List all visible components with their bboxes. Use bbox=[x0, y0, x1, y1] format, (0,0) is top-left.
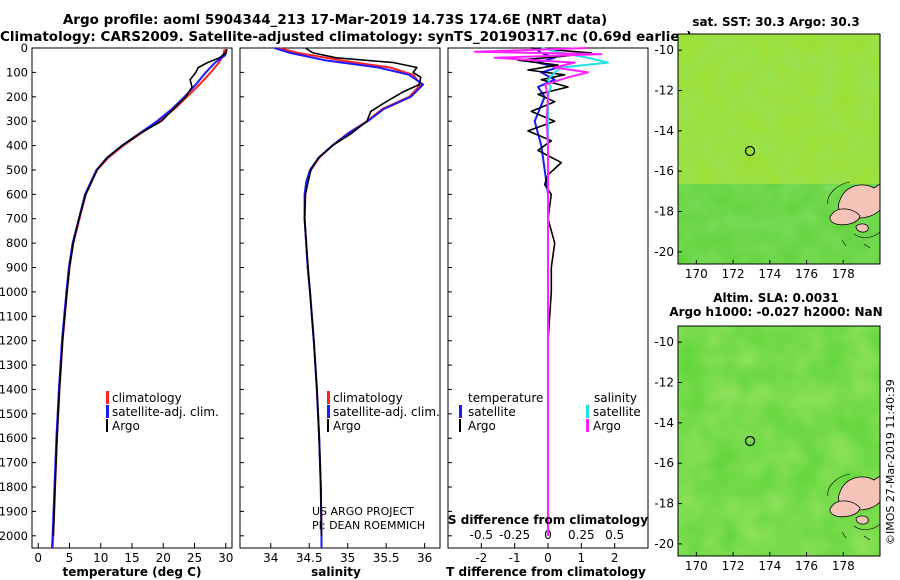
y-tick-label: 300 bbox=[6, 114, 28, 128]
legend-label-climatology: climatology bbox=[112, 391, 182, 405]
y-tick-label: 1400 bbox=[0, 382, 28, 396]
legend-label-satellite: satellite-adj. clim. bbox=[112, 405, 219, 419]
legend-label-climatology: climatology bbox=[333, 391, 403, 405]
sst-texture bbox=[678, 34, 880, 264]
y-tick-label: 1200 bbox=[0, 334, 28, 348]
temperature-plot-frame bbox=[31, 47, 233, 549]
series-line-satellite-adj-clim- bbox=[51, 48, 228, 549]
x-tick-label: 30 bbox=[218, 551, 233, 565]
x-tick-label: 34.5 bbox=[296, 551, 323, 565]
legend-swatch-s-argo bbox=[586, 419, 589, 432]
legend-title-salinity: salinity bbox=[594, 391, 637, 405]
s-tick-label: 0.5 bbox=[605, 528, 624, 542]
y-tick-label: 0 bbox=[21, 41, 28, 55]
y-tick-label: 1500 bbox=[0, 407, 28, 421]
x-tick-label: 15 bbox=[124, 551, 139, 565]
x-tick-label: 0 bbox=[544, 551, 552, 565]
series-line-climatology bbox=[278, 47, 422, 548]
legend-swatch-argo bbox=[327, 419, 329, 432]
x-tick-label: 35 bbox=[340, 551, 355, 565]
y-tick-label: 600 bbox=[6, 187, 28, 201]
y-tick-label: 1700 bbox=[0, 456, 28, 470]
x-tick-label: 10 bbox=[93, 551, 108, 565]
legend-swatch-climatology bbox=[327, 391, 330, 404]
salinity-x-label: salinity bbox=[311, 565, 361, 579]
x-tick-label: 2 bbox=[611, 551, 619, 565]
legend-swatch-t-satellite bbox=[459, 405, 462, 418]
project-annotation-line1: US ARGO PROJECT bbox=[312, 505, 414, 518]
series-line-satellite-adj-clim- bbox=[274, 47, 425, 548]
legend-swatch-argo bbox=[106, 419, 108, 432]
series-line-argo bbox=[52, 49, 228, 536]
y-tick-label: 700 bbox=[6, 212, 28, 226]
difference-legend: temperature salinity satellite Argo sate… bbox=[459, 391, 641, 433]
x-tick-label: -2 bbox=[475, 551, 487, 565]
sla-map-title-line2: Argo h1000: -0.027 h2000: NaN bbox=[669, 305, 882, 319]
series-line-climatology bbox=[51, 49, 226, 549]
y-tick-label: 1000 bbox=[0, 285, 28, 299]
legend-swatch-t-argo bbox=[459, 419, 461, 432]
island-taveuni bbox=[855, 223, 869, 233]
sst-map bbox=[678, 34, 880, 264]
salinity-plot-frame bbox=[239, 47, 441, 549]
project-annotation-line2: PI: DEAN ROEMMICH bbox=[312, 519, 425, 532]
sla-map-title-line1: Altim. SLA: 0.0031 bbox=[713, 291, 839, 305]
figure-title-line1: Argo profile: aoml 5904344_213 17-Mar-20… bbox=[62, 12, 608, 28]
x-tick-label: 0 bbox=[34, 551, 42, 565]
temperature-legend: climatology satellite-adj. clim. Argo bbox=[106, 391, 219, 433]
x-tick-label: 20 bbox=[156, 551, 171, 565]
y-tick-label: 2000 bbox=[0, 529, 28, 543]
legend-label-s-satellite: satellite bbox=[593, 405, 641, 419]
s-tick-label: -0.5 bbox=[470, 528, 493, 542]
x-tick-label: -1 bbox=[509, 551, 521, 565]
legend-label-t-argo: Argo bbox=[468, 419, 496, 433]
x-tick-label: 5 bbox=[66, 551, 74, 565]
salinity-legend: climatology satellite-adj. clim. Argo bbox=[327, 391, 440, 433]
imos-credit: ©IMOS 27-Mar-2019 11:40:39 bbox=[884, 379, 897, 545]
y-tick-label: 500 bbox=[6, 163, 28, 177]
island-taveuni bbox=[855, 515, 869, 525]
legend-label-satellite: satellite-adj. clim. bbox=[333, 405, 440, 419]
legend-title-temperature: temperature bbox=[468, 391, 543, 405]
sla-map bbox=[678, 326, 880, 556]
x-tick-label: 25 bbox=[187, 551, 202, 565]
temperature-x-label: temperature (deg C) bbox=[63, 565, 202, 579]
y-tick-label: 1900 bbox=[0, 504, 28, 518]
sla-map-graphic bbox=[678, 326, 880, 556]
legend-label-t-satellite: satellite bbox=[468, 405, 516, 419]
x-tick-label: 1 bbox=[578, 551, 586, 565]
sla-texture bbox=[678, 326, 880, 556]
y-tick-label: 1300 bbox=[0, 358, 28, 372]
legend-swatch-satellite bbox=[327, 405, 330, 418]
series-line-t-argo bbox=[517, 47, 593, 536]
s-tick-label: -0.25 bbox=[499, 528, 530, 542]
legend-swatch-climatology bbox=[106, 391, 109, 404]
y-tick-label: 100 bbox=[6, 65, 28, 79]
y-tick-label: 800 bbox=[6, 236, 28, 250]
sst-map-graphic bbox=[678, 34, 880, 264]
y-tick-label: 1600 bbox=[0, 431, 28, 445]
difference-x-label: T difference from climatology bbox=[446, 565, 646, 579]
s-tick-label: 0.25 bbox=[568, 528, 595, 542]
y-tick-label: 900 bbox=[6, 261, 28, 275]
x-tick-label: 34 bbox=[263, 551, 278, 565]
figure-title-line2: Climatology: CARS2009. Satellite-adjuste… bbox=[0, 29, 693, 45]
y-tick-label: 1800 bbox=[0, 480, 28, 494]
y-tick-label: 1100 bbox=[0, 309, 28, 323]
x-tick-label: 35.5 bbox=[373, 551, 400, 565]
legend-swatch-satellite bbox=[106, 405, 109, 418]
series-line-argo bbox=[303, 47, 422, 536]
series-line-s-argo bbox=[473, 47, 603, 536]
legend-swatch-s-satellite bbox=[586, 405, 589, 418]
legend-label-argo: Argo bbox=[112, 419, 140, 433]
y-tick-label: 400 bbox=[6, 139, 28, 153]
y-tick-label: 200 bbox=[6, 90, 28, 104]
s-difference-label: S difference from climatology bbox=[448, 513, 648, 527]
sst-map-title: sat. SST: 30.3 Argo: 30.3 bbox=[692, 15, 859, 29]
legend-label-s-argo: Argo bbox=[593, 419, 621, 433]
x-tick-label: 36 bbox=[417, 551, 432, 565]
legend-label-argo: Argo bbox=[333, 419, 361, 433]
